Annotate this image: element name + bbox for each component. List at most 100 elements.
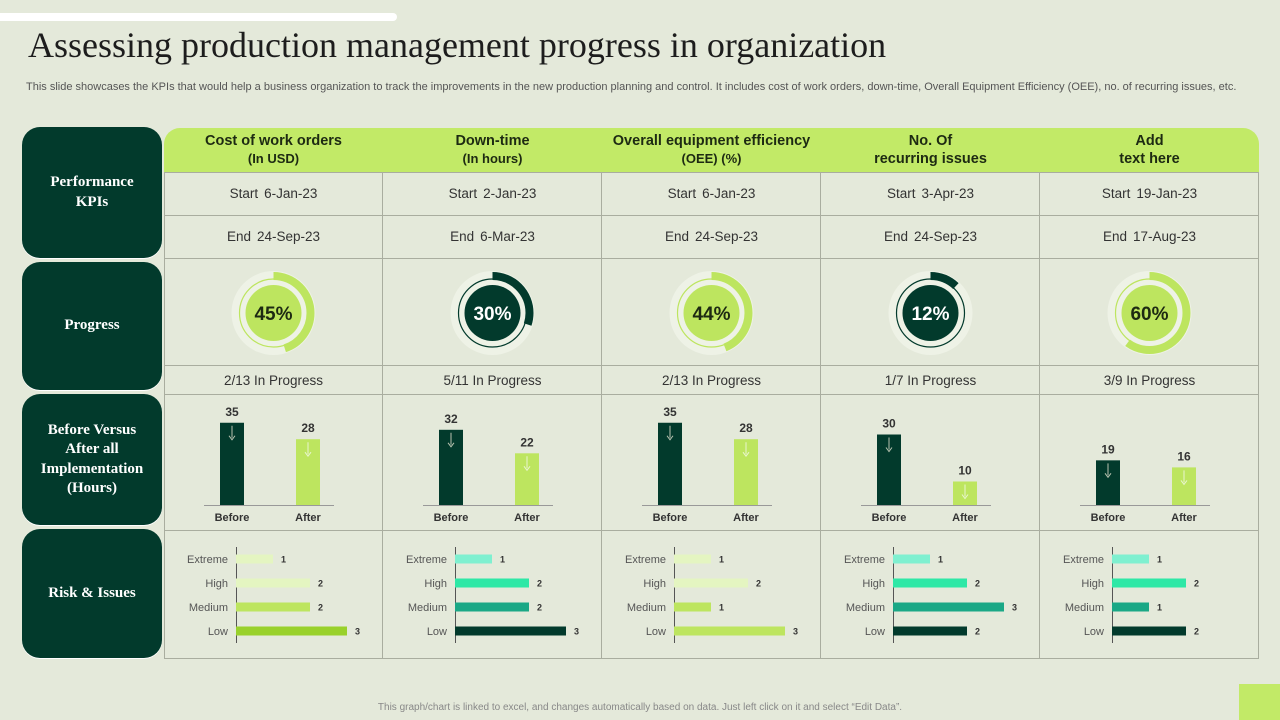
risk-svg-2: Extreme 1 High 2 Medium 2 Low 3 (406, 547, 579, 643)
bar-value-label: 28 (301, 421, 315, 435)
donut-center (683, 285, 740, 341)
row-label-progress-text: Progress (64, 317, 120, 334)
progress-cell-2: 30% (383, 259, 602, 365)
donut-center (464, 285, 521, 341)
progress-cell-3: 44% (602, 259, 821, 365)
grid-line (382, 172, 383, 659)
before-after-chart-1: 35 Before 28 After (164, 395, 383, 530)
risk-value-label: 2 (975, 579, 980, 589)
progress-cell-1: 45% (164, 259, 383, 365)
bar-value-label: 32 (444, 412, 458, 426)
column-title: Down-time (455, 133, 530, 149)
column-header-5: Add text here (1040, 132, 1259, 168)
risk-chart-2: Extreme 1 High 2 Medium 2 Low 3 (383, 531, 602, 659)
grid-line (164, 394, 1259, 395)
risk-bar (674, 554, 711, 564)
risk-level-label: Extreme (844, 554, 885, 566)
row-label-before-after: Before Versus After all Implementation (… (22, 394, 162, 525)
end-date-4: End 24-Sep-23 (821, 229, 1040, 244)
risk-value-label: 2 (537, 579, 542, 589)
start-value: 6-Jan-23 (702, 186, 756, 201)
risk-bar (455, 602, 529, 612)
risk-bar (236, 578, 310, 588)
status-5: 3/9 In Progress (1103, 373, 1196, 388)
risk-bar (455, 578, 529, 588)
donut-percent-label: 44% (692, 304, 730, 325)
before-after-svg-5: 19 Before 16 After (1080, 442, 1210, 524)
risk-bar (236, 602, 310, 612)
risk-level-label: High (643, 578, 666, 590)
grid-line (1039, 172, 1040, 659)
risk-bar (674, 602, 711, 612)
risk-bar (674, 578, 748, 588)
start-label: Start (886, 186, 916, 201)
before-after-svg-3: 35 Before 28 After (642, 405, 772, 524)
risk-bar (236, 554, 273, 564)
grid-line (164, 215, 1259, 216)
progress-cell-5: 60% (1040, 259, 1259, 365)
risk-value-label: 1 (500, 555, 505, 565)
end-date-1: End 24-Sep-23 (164, 229, 383, 244)
risk-chart-1: Extreme 1 High 2 Medium 2 Low 3 (164, 531, 383, 659)
risk-bar (236, 626, 347, 636)
column-header-1: Cost of work orders (In USD) (164, 132, 383, 168)
bar-category-label: Before (1091, 512, 1126, 524)
risk-level-label: Low (427, 626, 447, 638)
end-value: 17-Aug-23 (1132, 229, 1197, 244)
bar-category-label: After (295, 512, 321, 524)
bar-arrow-head (228, 435, 236, 441)
risk-value-label: 2 (318, 579, 323, 589)
bar-value-label: 16 (1177, 449, 1191, 463)
risk-chart-4: Extreme 1 High 2 Medium 3 Low 2 (821, 531, 1040, 659)
progress-donut-4: 12% (888, 271, 973, 355)
risk-level-label: Low (646, 626, 666, 638)
risk-svg-5: Extreme 1 High 2 Medium 1 Low 2 (1063, 547, 1199, 643)
progress-cell-4: 12% (821, 259, 1040, 365)
donut-percent-label: 60% (1130, 304, 1168, 325)
risk-value-label: 1 (719, 603, 724, 613)
risk-value-label: 3 (793, 627, 798, 637)
risk-level-label: Medium (408, 602, 447, 614)
donut-percent-label: 30% (473, 304, 511, 325)
donut-progress-arc (889, 272, 972, 354)
start-label: Start (667, 186, 697, 201)
kpi-table-grid (164, 172, 1259, 659)
risk-value-label: 2 (975, 627, 980, 637)
donut-progress-arc (232, 272, 315, 354)
bar-category-label: Before (872, 512, 907, 524)
start-value: 6-Jan-23 (264, 186, 318, 201)
start-date-5: Start 19-Jan-23 (1040, 186, 1259, 201)
risk-svg-4: Extreme 1 High 2 Medium 3 Low 2 (844, 547, 1017, 643)
before-after-svg-4: 30 Before 10 After (861, 417, 991, 524)
start-label: Start (229, 186, 259, 201)
end-value: 24-Sep-23 (913, 229, 978, 244)
bar-value-label: 19 (1101, 442, 1115, 456)
risk-bar (893, 578, 967, 588)
page-title: Assessing production management progress… (28, 25, 887, 65)
bar-arrow-head (447, 442, 455, 448)
row-label-risk-text: Risk & Issues (48, 584, 136, 601)
progress-donut-2: 30% (450, 271, 535, 355)
risk-level-label: High (424, 578, 447, 590)
status-1: 2/13 In Progress (223, 373, 324, 388)
risk-svg-3: Extreme 1 High 2 Medium 1 Low 3 (625, 547, 798, 643)
risk-level-label: High (205, 578, 228, 590)
end-date-5: End 17-Aug-23 (1040, 229, 1259, 244)
risk-level-label: High (862, 578, 885, 590)
risk-level-label: Extreme (625, 554, 666, 566)
donut-progress-arc (451, 272, 534, 354)
risk-level-label: Medium (846, 602, 885, 614)
progress-donut-3: 44% (669, 271, 754, 355)
status-3: 2/13 In Progress (661, 373, 762, 388)
corner-accent (1239, 684, 1280, 720)
status-4: 1/7 In Progress (884, 373, 977, 388)
risk-bar (1112, 578, 1186, 588)
risk-bar (1112, 554, 1149, 564)
risk-value-label: 1 (1157, 603, 1162, 613)
donut-progress-arc (1108, 272, 1191, 354)
bar-value-label: 35 (663, 405, 677, 419)
before-after-chart-5: 19 Before 16 After (1040, 395, 1259, 530)
bar-arrow-head (742, 451, 750, 458)
before-after-svg-1: 35 Before 28 After (204, 405, 334, 524)
start-date-2: Start 2-Jan-23 (383, 186, 602, 201)
